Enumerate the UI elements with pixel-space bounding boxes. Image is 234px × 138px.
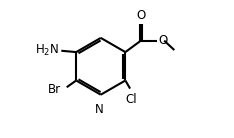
Text: N: N: [95, 103, 104, 116]
Text: H$_2$N: H$_2$N: [35, 43, 59, 58]
Text: O: O: [136, 9, 146, 22]
Text: Br: Br: [48, 83, 61, 96]
Text: O: O: [159, 34, 168, 47]
Text: Cl: Cl: [125, 93, 137, 106]
